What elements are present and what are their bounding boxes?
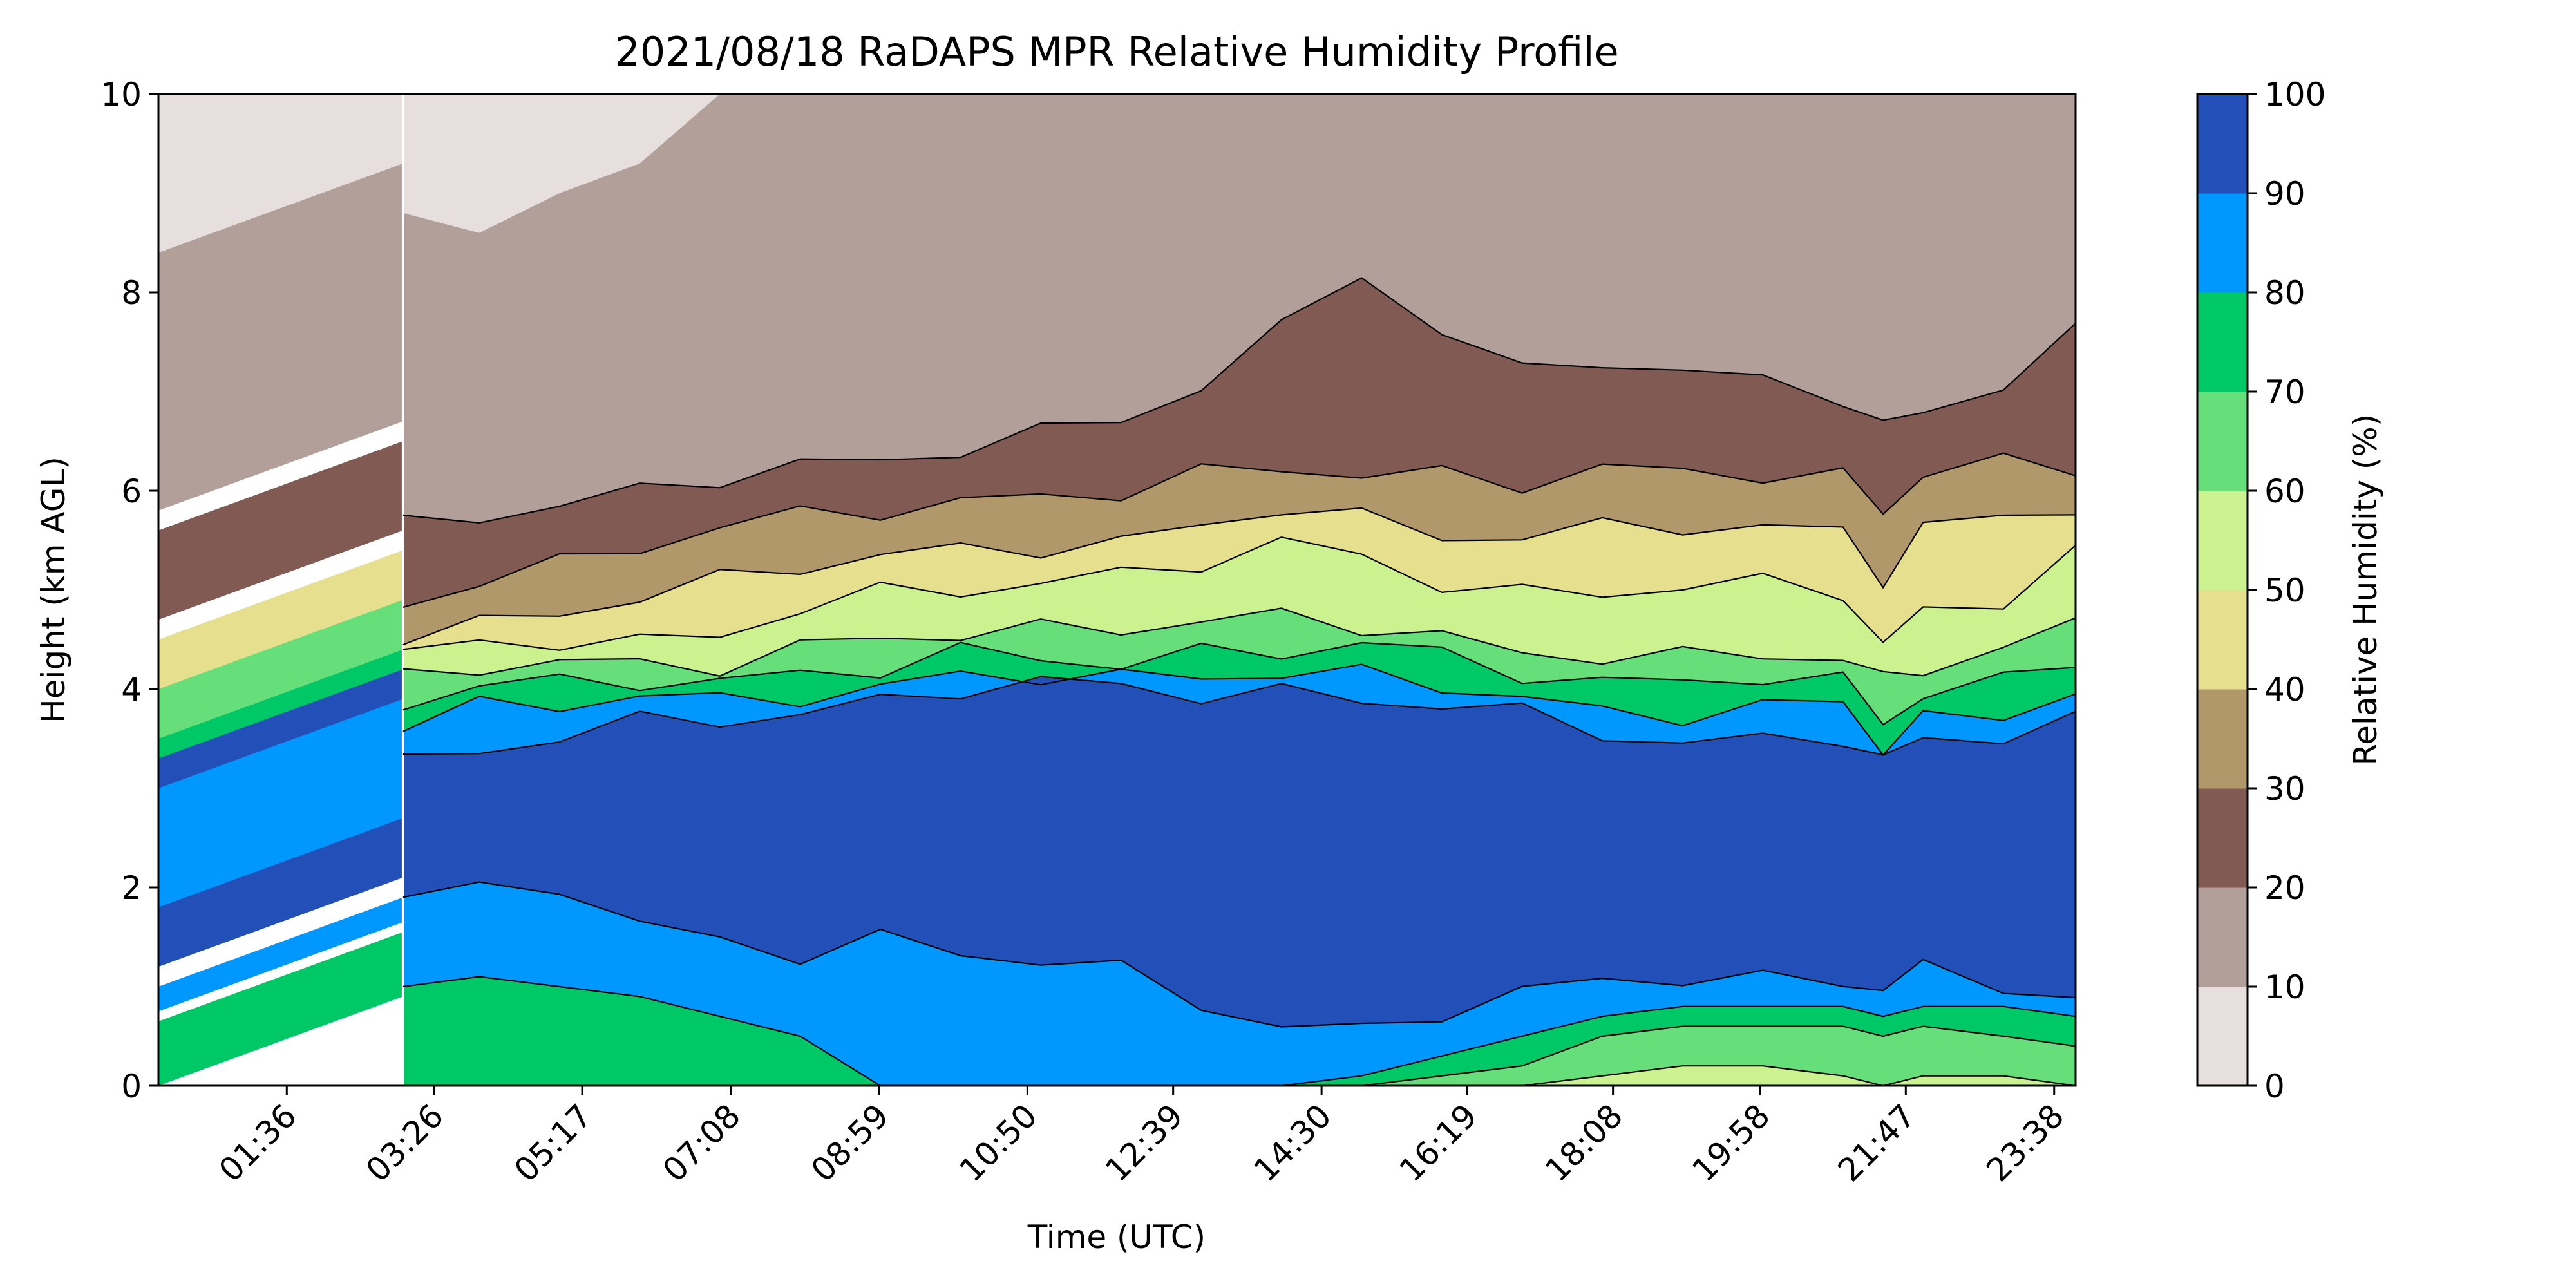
x-tick-label: 18:08 — [1538, 1097, 1630, 1189]
x-axis: 01:36 03:26 05:17 07:08 08:59 10:50 12:39 14:30… — [212, 1086, 2071, 1189]
colorbar-segment — [2197, 491, 2248, 591]
colorbar-tick-label: 50 — [2264, 572, 2306, 609]
band-50-60-low — [402, 1066, 2076, 1086]
band-90-100 — [402, 676, 2076, 1027]
y-tick-label: 10 — [100, 76, 142, 113]
colorbar-tick-label: 40 — [2264, 671, 2306, 708]
colorbar-segment — [2197, 392, 2248, 491]
contour-line — [402, 452, 2076, 608]
colorbar-segment — [2197, 887, 2248, 987]
y-tick-label: 6 — [121, 473, 142, 510]
band-50-60 — [402, 537, 2076, 676]
colorbar-tick-label: 10 — [2264, 969, 2306, 1006]
gap-band-strip — [158, 441, 403, 620]
band-60-70-low — [402, 1026, 2076, 1086]
x-tick-label: 12:39 — [1098, 1097, 1190, 1189]
contour-line — [402, 277, 2076, 524]
contour-lines — [402, 277, 2076, 1086]
band-30-40 — [402, 453, 2076, 645]
colorbar-segment — [2197, 689, 2248, 789]
colorbar-segment — [2197, 94, 2248, 194]
band-0-10 — [402, 94, 2076, 233]
plot-frame — [157, 93, 2077, 1087]
gap-band-strip — [158, 932, 403, 1086]
x-tick-label: 03:26 — [359, 1097, 451, 1189]
band-80-90-low — [402, 882, 2076, 1086]
x-tick-label: 23:38 — [1979, 1097, 2071, 1189]
band-70-80-low — [402, 976, 2076, 1086]
x-tick-label: 14:30 — [1247, 1097, 1339, 1189]
data-gap-region — [158, 94, 404, 1086]
colorbar-segment — [2197, 292, 2248, 392]
colorbar-segment — [2197, 987, 2248, 1086]
colorbar: 0 10 20 30 40 50 60 70 80 90 100 — [2196, 76, 2325, 1105]
gap-band-strip — [158, 163, 403, 511]
gap-band-strip — [158, 600, 403, 739]
plot-area — [158, 94, 2076, 1086]
chart-title: 2021/08/18 RaDAPS MPR Relative Humidity … — [614, 28, 1618, 75]
contour-line — [402, 607, 2076, 677]
y-tick-label: 2 — [121, 869, 142, 907]
colorbar-tick-label: 100 — [2264, 76, 2325, 113]
band-20-30 — [402, 278, 2076, 607]
contour-line — [402, 507, 2076, 646]
x-tick-label: 10:50 — [952, 1097, 1045, 1189]
contour-line — [402, 881, 2076, 1028]
x-tick-label: 07:08 — [656, 1097, 748, 1189]
x-tick-label: 08:59 — [804, 1097, 896, 1189]
y-axis-label: Height (km AGL) — [35, 457, 72, 723]
colorbar-segment — [2197, 590, 2248, 690]
contour-line — [402, 536, 2076, 651]
contour-line — [402, 1065, 2076, 1086]
contour-line — [402, 663, 2076, 757]
colorbar-tick-label: 30 — [2264, 770, 2306, 808]
y-tick-label: 4 — [121, 671, 142, 708]
contour-line — [402, 976, 2076, 1086]
colorbar-tick-label: 80 — [2264, 274, 2306, 312]
y-tick-label: 8 — [121, 274, 142, 312]
contour-line — [402, 641, 2076, 726]
gap-band-strip — [158, 550, 403, 689]
gap-band-strip — [158, 818, 403, 967]
contour-bands — [402, 94, 2076, 1086]
band-10-20 — [402, 94, 2076, 523]
x-tick-label: 01:36 — [212, 1097, 304, 1189]
y-tick-label: 0 — [121, 1068, 142, 1105]
colorbar-tick-label: 70 — [2264, 374, 2306, 411]
band-60-70 — [402, 608, 2076, 725]
band-80-90 — [402, 664, 2076, 755]
x-axis-label: Time (UTC) — [1027, 1218, 1206, 1256]
y-axis: 0 2 4 6 8 10 — [100, 76, 158, 1105]
band-40-50 — [402, 507, 2076, 650]
contour-line — [402, 1025, 2076, 1086]
colorbar-tick-label: 0 — [2264, 1068, 2285, 1105]
x-tick-label: 16:19 — [1392, 1097, 1484, 1189]
x-tick-label: 19:58 — [1685, 1097, 1777, 1189]
colorbar-label: Relative Humidity (%) — [2347, 414, 2384, 766]
x-tick-label: 05:17 — [507, 1097, 600, 1189]
colorbar-tick-label: 90 — [2264, 175, 2306, 213]
colorbar-segment — [2197, 788, 2248, 888]
colorbar-tick-label: 20 — [2264, 869, 2306, 907]
contour-line — [402, 676, 2076, 756]
colorbar-segment — [2197, 193, 2248, 293]
band-70-80 — [402, 642, 2076, 755]
colorbar-tick-label: 60 — [2264, 473, 2306, 510]
x-tick-label: 21:47 — [1831, 1097, 1923, 1189]
gap-band-strip — [158, 897, 403, 1012]
